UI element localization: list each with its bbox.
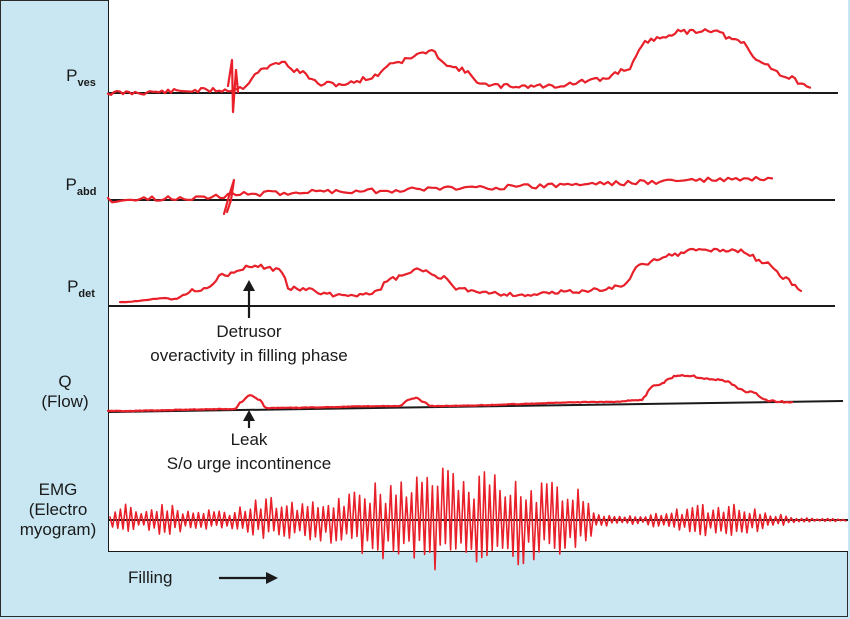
- pves-label: Pves: [56, 66, 106, 93]
- leak-annotation: Leak S/o urge incontinence: [139, 428, 359, 476]
- emg-trace: [109, 467, 847, 571]
- pdet-label: Pdet: [56, 277, 106, 304]
- detrusor-annotation: Detrusor overactivity in filling phase: [139, 320, 359, 368]
- leak-arrow: [243, 410, 255, 428]
- pves-label-sub: ves: [77, 77, 96, 89]
- filling-label: Filling: [128, 568, 173, 587]
- pdet-label-main: P: [67, 277, 79, 296]
- pdet-label-sub: det: [78, 288, 95, 300]
- flow-label-line2: (Flow): [41, 392, 89, 411]
- pves-label-main: P: [66, 66, 78, 85]
- pves-artifact-spike: [226, 58, 240, 114]
- pabd-label-sub: abd: [76, 186, 97, 198]
- flow-label-line1: Q: [58, 372, 72, 391]
- pves-trace: [106, 28, 812, 97]
- pabd-label-main: P: [65, 175, 77, 194]
- detrusor-annotation-line2: overactivity in filling phase: [150, 346, 348, 365]
- pabd-artifact-spike: [222, 178, 236, 216]
- flow-label: Q (Flow): [30, 372, 100, 412]
- pabd-trace: [106, 175, 774, 204]
- leak-annotation-line2: S/o urge incontinence: [166, 454, 332, 473]
- emg-label-line3: myogram): [19, 520, 97, 539]
- emg-label: EMG (Electro myogram): [8, 480, 108, 540]
- flow-trace: [106, 373, 794, 413]
- detrusor-arrow: [243, 280, 255, 318]
- emg-label-line2: (Electro: [28, 500, 88, 519]
- leak-annotation-line1: Leak: [230, 430, 268, 449]
- emg-label-line1: EMG: [38, 480, 78, 499]
- filling-arrow: [219, 572, 278, 584]
- pabd-label: Pabd: [56, 175, 106, 202]
- detrusor-annotation-line1: Detrusor: [216, 322, 282, 341]
- pdet-trace: [118, 247, 803, 304]
